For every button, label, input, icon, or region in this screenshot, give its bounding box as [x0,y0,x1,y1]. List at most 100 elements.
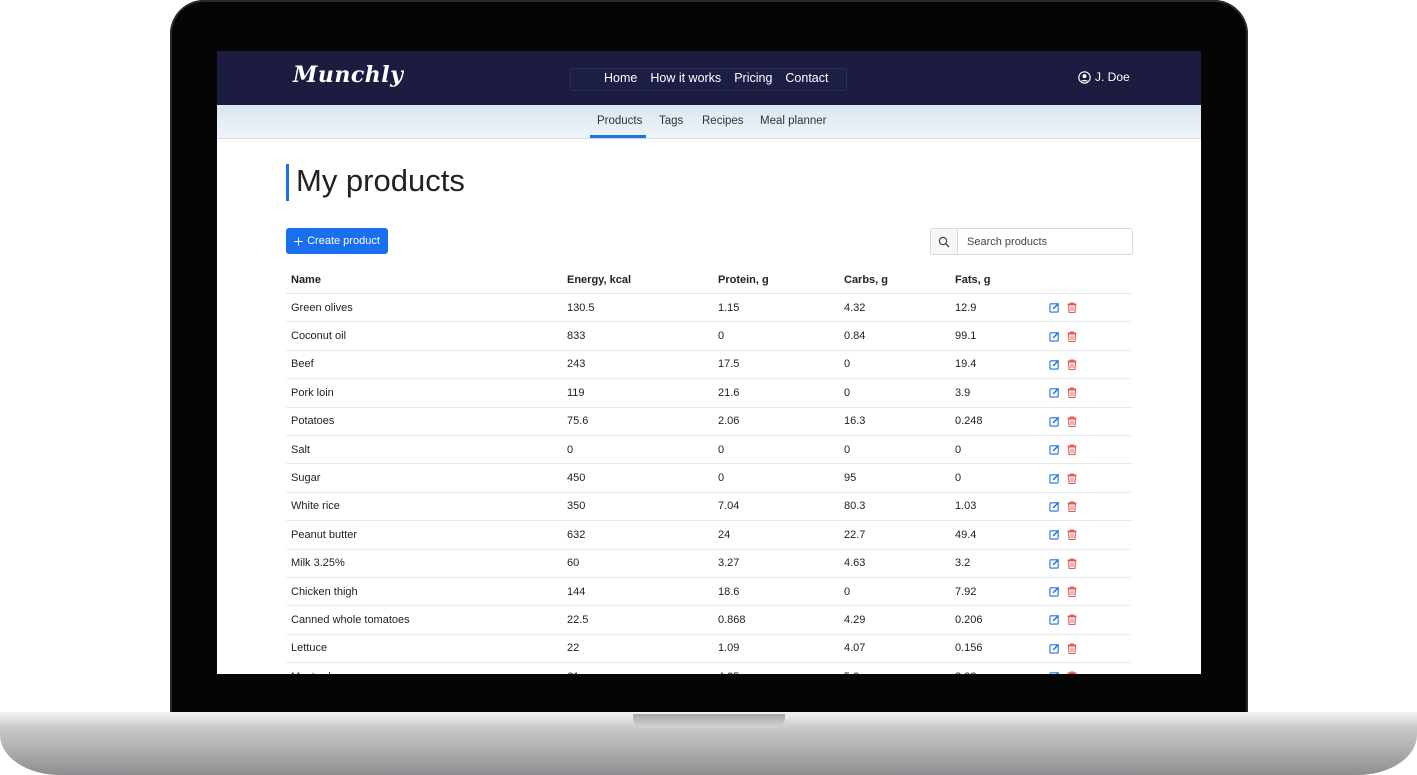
column-header-energy[interactable]: Energy, kcal [562,266,713,294]
cell-carbs: 4.63 [839,549,950,578]
delete-icon[interactable] [1067,614,1077,626]
cell-protein: 7.04 [713,492,839,522]
cell-name: Milk 3.25% [286,549,562,578]
delete-icon[interactable] [1067,529,1077,541]
search-box [930,228,1133,255]
nav-link-home[interactable]: Home [604,71,638,85]
delete-icon[interactable] [1067,387,1077,399]
cell-energy: 144 [562,577,713,607]
row-actions [1044,350,1131,380]
delete-icon[interactable] [1067,331,1077,342]
cell-fats: 12.9 [950,293,1044,323]
tab-recipes[interactable]: Recipes [702,115,744,127]
table-row: Green olives 130.5 1.15 4.32 12.9 [286,293,1131,323]
search-icon[interactable] [931,229,958,254]
edit-icon[interactable] [1049,586,1060,597]
edit-icon[interactable] [1049,302,1060,313]
nav-link-contact[interactable]: Contact [785,71,829,85]
edit-icon[interactable] [1049,416,1060,427]
cell-fats: 3.2 [950,549,1044,578]
cell-name: Salt [286,435,562,465]
cell-carbs: 5.3 [839,662,950,674]
user-menu[interactable]: J. Doe [1078,70,1130,84]
cell-carbs: 0 [839,435,950,465]
laptop-notch [633,714,785,728]
delete-icon[interactable] [1067,643,1077,654]
edit-icon[interactable] [1049,671,1060,674]
actions-group [1049,671,1131,674]
cell-energy: 350 [562,492,713,522]
table-row: Peanut butter 632 24 22.7 49.4 [286,520,1131,550]
cell-fats: 49.4 [950,520,1044,550]
table-row: Chicken thigh 144 18.6 0 7.92 [286,577,1131,607]
cell-fats: 99.1 [950,321,1044,351]
app-logo[interactable]: Munchly [293,62,404,88]
user-name: J. Doe [1095,70,1130,84]
actions-group [1049,472,1131,484]
nav-link-how-it-works[interactable]: How it works [650,71,722,85]
actions-group [1049,444,1131,456]
title-accent-bar [286,164,289,201]
column-header-name[interactable]: Name [286,266,562,294]
search-input[interactable] [958,229,1129,254]
edit-icon[interactable] [1049,643,1060,654]
row-actions [1044,378,1131,408]
table-row: Sugar 450 0 95 0 [286,463,1131,493]
edit-icon[interactable] [1049,387,1060,398]
cell-fats: 3.38 [950,662,1044,674]
cell-fats: 19.4 [950,350,1044,380]
nav-link-pricing[interactable]: Pricing [734,71,773,85]
cell-name: Beef [286,350,562,380]
delete-icon[interactable] [1067,501,1077,512]
row-actions [1044,662,1131,674]
row-actions [1044,605,1131,635]
cell-protein: 17.5 [713,350,839,380]
delete-icon[interactable] [1067,558,1077,569]
cell-name: Peanut butter [286,520,562,550]
user-circle-icon [1078,70,1091,84]
table-row: Coconut oil 833 0 0.84 99.1 [286,321,1131,351]
row-actions [1044,577,1131,607]
edit-icon[interactable] [1049,444,1060,455]
tab-meal-planner[interactable]: Meal planner [760,115,827,127]
cell-energy: 632 [562,520,713,550]
nav-links: Home How it works Pricing Contact [604,71,829,85]
edit-icon[interactable] [1049,473,1060,484]
cell-name: White rice [286,492,562,522]
cell-fats: 3.9 [950,378,1044,408]
cell-name: Pork loin [286,378,562,408]
delete-icon[interactable] [1067,444,1077,456]
cell-protein: 18.6 [713,577,839,607]
cell-energy: 22 [562,634,713,664]
column-header-carbs[interactable]: Carbs, g [839,266,950,294]
delete-icon[interactable] [1067,359,1077,370]
edit-icon[interactable] [1049,501,1060,512]
cell-carbs: 0 [839,378,950,408]
delete-icon[interactable] [1067,302,1077,314]
tab-products[interactable]: Products [597,115,643,127]
delete-icon[interactable] [1067,671,1077,674]
edit-icon[interactable] [1049,614,1060,626]
cell-energy: 75.6 [562,407,713,436]
cell-carbs: 95 [839,463,950,493]
cell-name: Mustard [286,662,562,674]
cell-fats: 0 [950,435,1044,465]
actions-group [1049,586,1131,598]
tab-tags[interactable]: Tags [659,115,684,127]
edit-icon[interactable] [1049,331,1060,342]
edit-icon[interactable] [1049,359,1060,370]
create-product-button[interactable]: Create product [286,228,388,254]
delete-icon[interactable] [1067,586,1077,598]
edit-icon[interactable] [1049,529,1060,540]
cell-protein: 24 [713,520,839,550]
column-header-fats[interactable]: Fats, g [950,266,1044,294]
edit-icon[interactable] [1049,558,1060,569]
table-row: White rice 350 7.04 80.3 1.03 [286,492,1131,522]
delete-icon[interactable] [1067,416,1077,427]
cell-energy: 61 [562,662,713,674]
column-header-protein[interactable]: Protein, g [713,266,839,294]
cell-carbs: 4.07 [839,634,950,664]
actions-group [1049,614,1131,626]
delete-icon[interactable] [1067,472,1077,484]
row-actions [1044,634,1131,664]
